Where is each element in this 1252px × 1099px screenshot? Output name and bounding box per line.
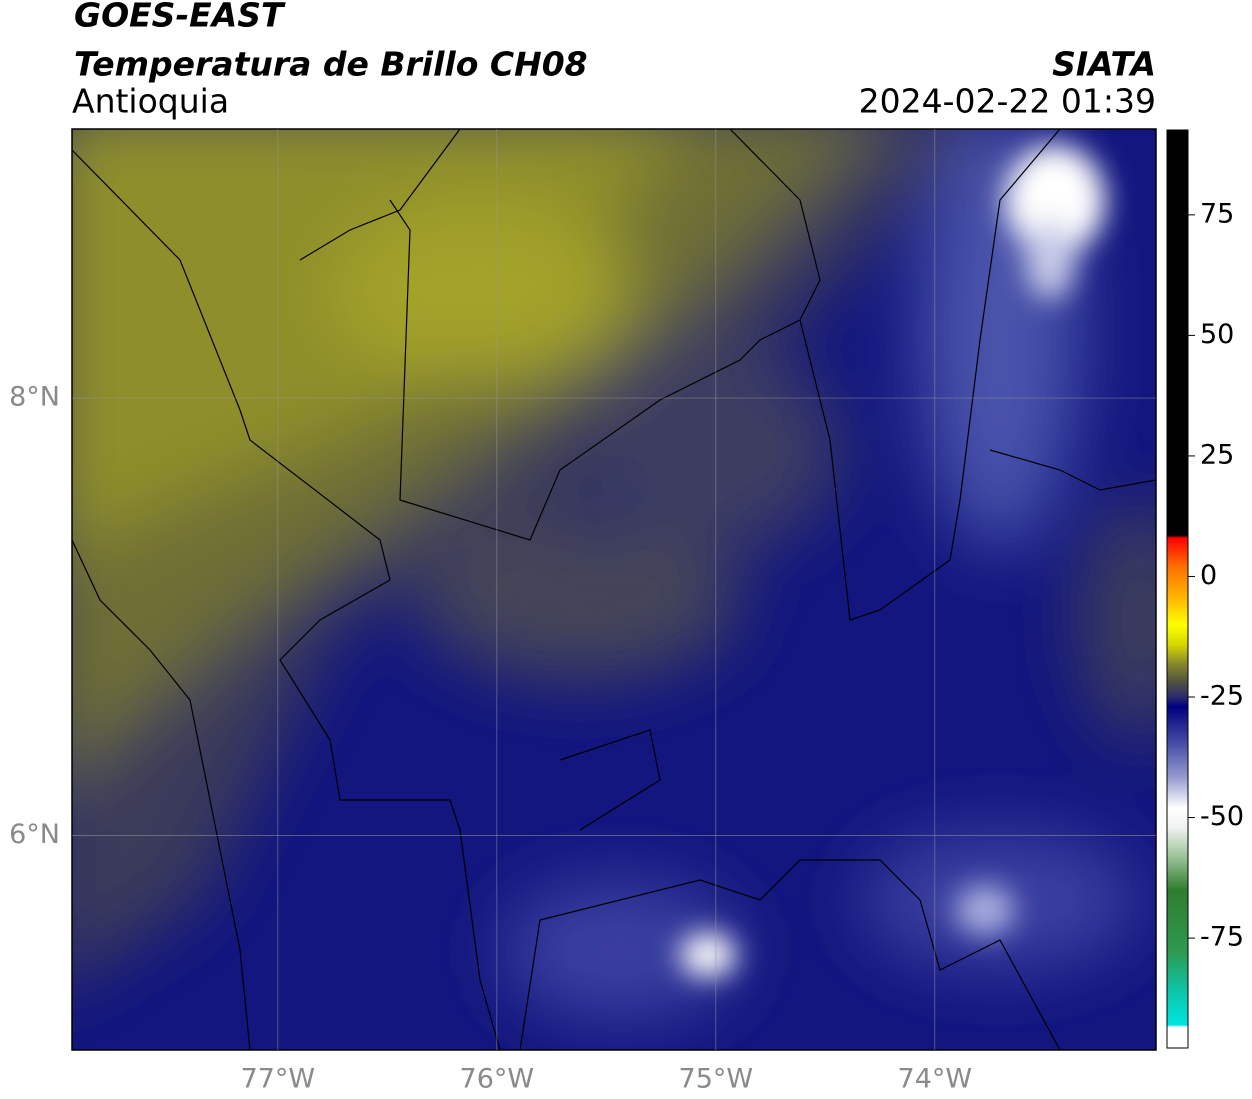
y-tick-label: 8°N (9, 382, 60, 413)
title: GOES-EAST (74, 0, 286, 35)
region: Antioquia (72, 82, 229, 121)
x-tick-label: 75°W (679, 1064, 754, 1095)
colorbar-tick-label: 75 (1200, 198, 1234, 229)
datetime: 2024-02-22 01:39 (859, 82, 1156, 121)
colorbar-tick-label: 25 (1200, 439, 1234, 470)
source: SIATA (1052, 45, 1156, 84)
y-tick-label: 6°N (9, 819, 60, 850)
x-tick-label: 76°W (460, 1064, 535, 1095)
colorbar-tick-label: -25 (1200, 681, 1244, 712)
map-frame (71, 128, 1157, 1051)
subtitle: Temperatura de Brillo CH08 (74, 45, 588, 84)
x-tick-label: 74°W (898, 1064, 973, 1095)
x-tick-label: 77°W (241, 1064, 316, 1095)
colorbar (1166, 129, 1189, 1049)
colorbar-tick-label: -75 (1200, 922, 1244, 953)
colorbar-tick-label: -50 (1200, 801, 1244, 832)
map-image (72, 129, 1156, 1050)
colorbar-tick-label: 50 (1200, 319, 1234, 350)
colorbar-tick-label: 0 (1200, 560, 1217, 591)
